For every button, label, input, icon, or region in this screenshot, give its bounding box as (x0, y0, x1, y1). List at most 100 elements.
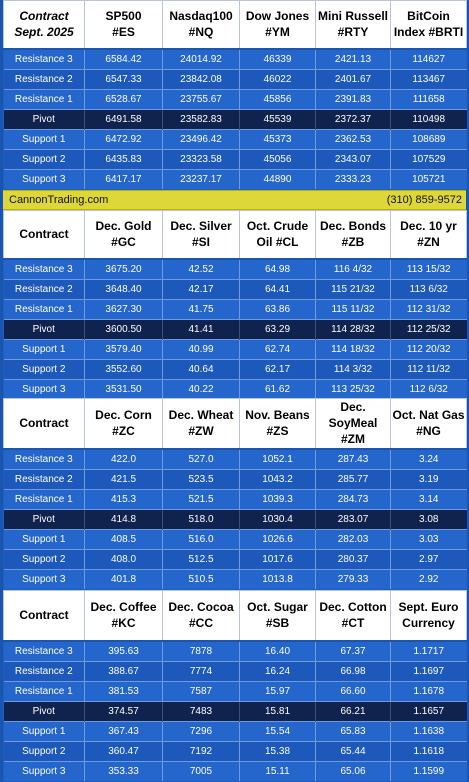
level-value: 23842.08 (162, 68, 240, 89)
level-value: 408.0 (84, 548, 163, 569)
level-value: 63.86 (239, 298, 316, 319)
resistance-3-row: Resistance 3 3675.20 42.52 64.98 116 4/32 113… (3, 258, 467, 279)
column-header-es: SP500 #ES (84, 0, 163, 50)
resistance-2-row: Resistance 2 421.5 523.5 1043.2 285.77 3.19 (3, 468, 467, 489)
support-1-row: Support 1 6472.92 23496.42 45373 2362.53 1086… (3, 128, 467, 149)
column-header-euro: Sept. Euro Currency (390, 590, 467, 642)
level-value: 15.97 (239, 680, 316, 701)
column-header-gc: Dec. Gold #GC (84, 210, 163, 260)
level-value: 3627.30 (84, 298, 163, 319)
level-value: 7878 (162, 640, 240, 661)
row-label: Resistance 1 (3, 488, 85, 509)
contract-label: Contract (19, 9, 69, 24)
column-header-zs: Nov. Beans #ZS (239, 398, 316, 450)
level-value: 46339 (239, 48, 316, 69)
column-header-ct: Dec. Cotton #CT (315, 590, 391, 642)
level-value: 6417.17 (84, 168, 163, 189)
contract-header: Contract (3, 590, 85, 642)
resistance-3-row: Resistance 3 395.63 7878 16.40 67.37 1.1717 (3, 640, 467, 661)
level-value: 1.1638 (390, 720, 467, 741)
row-label: Resistance 3 (3, 48, 85, 69)
metals-energy-rates-block: Contract Dec. Gold #GC Dec. Silver #SI Oct… (3, 210, 467, 399)
stock-index-table: Contract Sept. 2025 SP500 #ES Nasdaq100 #NQ… (3, 0, 467, 189)
level-value: 40.99 (162, 338, 240, 359)
row-label: Resistance 1 (3, 680, 85, 701)
level-value: 512.5 (162, 548, 240, 569)
pivot-row: Pivot 3600.50 41.41 63.29 114 28/32 112 25/32 (3, 318, 467, 339)
softs-currency-table: Contract Dec. Coffee #KC Dec. Cocoa #CC Oc… (3, 590, 467, 781)
level-value: 280.37 (315, 548, 391, 569)
level-value: 374.57 (84, 700, 163, 721)
support-2-row: Support 2 408.0 512.5 1017.6 280.37 2.97 (3, 548, 467, 569)
row-label: Support 3 (3, 168, 85, 189)
level-value: 113 25/32 (315, 378, 391, 399)
level-value: 1052.1 (239, 448, 316, 469)
column-header-zw: Dec. Wheat #ZW (162, 398, 240, 450)
level-value: 1039.3 (239, 488, 316, 509)
level-value: 283.07 (315, 508, 391, 529)
level-value: 2421.13 (315, 48, 391, 69)
row-label: Resistance 2 (3, 468, 85, 489)
row-label: Support 1 (3, 128, 85, 149)
level-value: 23755.67 (162, 88, 240, 109)
level-value: 2391.83 (315, 88, 391, 109)
level-value: 421.5 (84, 468, 163, 489)
level-value: 1.1599 (390, 760, 467, 781)
level-value: 367.43 (84, 720, 163, 741)
level-value: 3531.50 (84, 378, 163, 399)
level-value: 114 18/32 (315, 338, 391, 359)
level-value: 3600.50 (84, 318, 163, 339)
row-label: Resistance 2 (3, 660, 85, 681)
row-label: Resistance 1 (3, 298, 85, 319)
resistance-2-row: Resistance 2 388.67 7774 16.24 66.98 1.1697 (3, 660, 467, 681)
level-value: 422.0 (84, 448, 163, 469)
level-value: 1.1717 (390, 640, 467, 661)
level-value: 16.24 (239, 660, 316, 681)
level-value: 2.92 (390, 568, 467, 589)
broker-banner: CannonTrading.com (310) 859-9572 (3, 190, 466, 210)
level-value: 6435.83 (84, 148, 163, 169)
level-value: 112 20/32 (390, 338, 467, 359)
row-label: Support 2 (3, 148, 85, 169)
level-value: 521.5 (162, 488, 240, 509)
level-value: 112 25/32 (390, 318, 467, 339)
column-header-zm: Dec. SoyMeal #ZM (315, 398, 391, 450)
contract-header: Contract (3, 210, 85, 260)
level-value: 105721 (390, 168, 467, 189)
row-label: Pivot (3, 508, 85, 529)
softs-currency-block: Contract Dec. Coffee #KC Dec. Cocoa #CC Oc… (3, 590, 467, 781)
support-3-row: Support 3 353.33 7005 15.11 65.06 1.1599 (3, 760, 467, 781)
support-1-row: Support 1 3579.40 40.99 62.74 114 18/32 112 2… (3, 338, 467, 359)
level-value: 61.62 (239, 378, 316, 399)
site-link[interactable]: CannonTrading.com (9, 194, 109, 206)
level-value: 41.75 (162, 298, 240, 319)
level-value: 282.03 (315, 528, 391, 549)
header-row: Contract Dec. Coffee #KC Dec. Cocoa #CC Oc… (3, 590, 467, 642)
level-value: 1030.4 (239, 508, 316, 529)
level-value: 510.5 (162, 568, 240, 589)
level-rows: Resistance 3 3675.20 42.52 64.98 116 4/32 113… (3, 258, 467, 399)
row-label: Support 1 (3, 528, 85, 549)
level-value: 3552.60 (84, 358, 163, 379)
row-label: Resistance 3 (3, 640, 85, 661)
level-value: 1.1618 (390, 740, 467, 761)
level-value: 114 3/32 (315, 358, 391, 379)
level-value: 116 4/32 (315, 258, 391, 279)
level-value: 113467 (390, 68, 467, 89)
level-value: 1026.6 (239, 528, 316, 549)
column-header-brti: BitCoin Index #BRTI (390, 0, 467, 50)
row-label: Support 3 (3, 568, 85, 589)
level-value: 15.81 (239, 700, 316, 721)
level-value: 15.54 (239, 720, 316, 741)
level-value: 112 11/32 (390, 358, 467, 379)
row-label: Resistance 1 (3, 88, 85, 109)
resistance-3-row: Resistance 3 422.0 527.0 1052.1 287.43 3.24 (3, 448, 467, 469)
pivot-row: Pivot 414.8 518.0 1030.4 283.07 3.08 (3, 508, 467, 529)
level-value: 523.5 (162, 468, 240, 489)
level-value: 63.29 (239, 318, 316, 339)
level-value: 1.1657 (390, 700, 467, 721)
column-header-si: Dec. Silver #SI (162, 210, 240, 260)
support-1-row: Support 1 408.5 516.0 1026.6 282.03 3.03 (3, 528, 467, 549)
level-rows: Resistance 3 422.0 527.0 1052.1 287.43 3.24 Re… (3, 448, 467, 589)
level-value: 115 21/32 (315, 278, 391, 299)
